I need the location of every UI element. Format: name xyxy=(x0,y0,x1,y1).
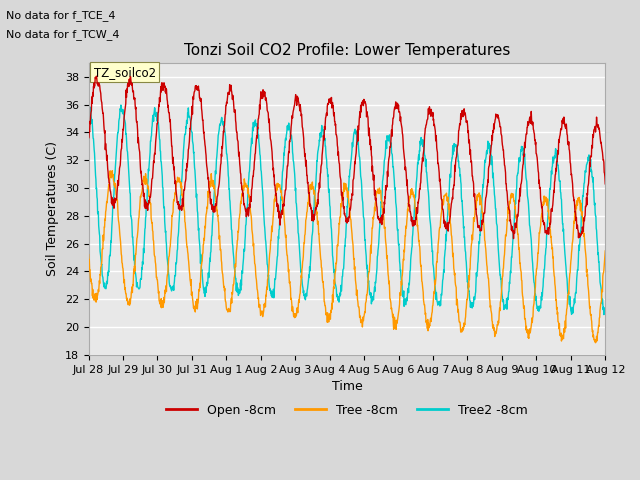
X-axis label: Time: Time xyxy=(332,380,362,393)
Legend: Open -8cm, Tree -8cm, Tree2 -8cm: Open -8cm, Tree -8cm, Tree2 -8cm xyxy=(161,398,533,421)
Text: No data for f_TCE_4: No data for f_TCE_4 xyxy=(6,10,116,21)
Title: Tonzi Soil CO2 Profile: Lower Temperatures: Tonzi Soil CO2 Profile: Lower Temperatur… xyxy=(184,43,510,58)
Text: No data for f_TCW_4: No data for f_TCW_4 xyxy=(6,29,120,40)
Y-axis label: Soil Temperatures (C): Soil Temperatures (C) xyxy=(46,142,59,276)
Text: TZ_soilco2: TZ_soilco2 xyxy=(94,66,156,79)
